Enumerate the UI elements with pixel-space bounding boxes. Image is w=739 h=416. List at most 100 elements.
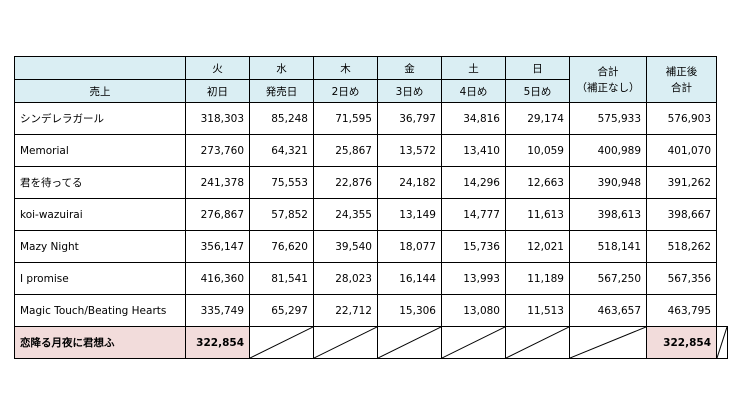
sales-value: 28,023 [313,262,378,295]
total-value: 390,948 [569,166,647,199]
song-title: 君を待ってる [14,166,186,199]
table-row: シンデレラガール 318,303 85,248 71,595 36,797 34… [14,102,728,135]
sales-value: 24,355 [313,198,378,231]
adjusted-header-top: 補正後 [665,65,698,78]
sales-value: 34,816 [441,102,506,135]
sales-label: 売上 [14,79,186,103]
day-header: 初日 [185,79,250,103]
sales-value: 39,540 [313,230,378,263]
song-title: 恋降る月夜に君想ふ [14,326,186,359]
sales-value: 15,736 [441,230,506,263]
sales-value: 13,149 [377,198,442,231]
sales-value: 57,852 [249,198,314,231]
song-title: Memorial [14,134,186,167]
weekday-header: 水 [249,56,314,80]
sales-value: 11,613 [505,198,570,231]
sales-value: 276,867 [185,198,250,231]
sales-value: 81,541 [249,262,314,295]
sales-value: 75,553 [249,166,314,199]
day-header-row: 売上 初日 発売日 2日め 3日め 4日め 5日め [14,79,728,103]
sales-value: 356,147 [185,230,250,263]
sales-value: 322,854 [185,326,250,359]
empty-slashed-cell [377,326,442,359]
day-header: 5日め [505,79,570,103]
weekday-header: 火 [185,56,250,80]
sales-value: 10,059 [505,134,570,167]
header-blank-cell [14,56,186,80]
empty-slashed-cell [716,326,728,359]
sales-value: 29,174 [505,102,570,135]
adjusted-header-bottom: 合計 [671,81,692,94]
adjusted-total-value: 463,795 [646,294,717,327]
adjusted-total-value: 576,903 [646,102,717,135]
day-header: 発売日 [249,79,314,103]
table-row: koi-wazuirai 276,867 57,852 24,355 13,14… [14,198,728,231]
sales-value: 64,321 [249,134,314,167]
song-title: I promise [14,262,186,295]
sales-value: 15,306 [377,294,442,327]
total-value: 400,989 [569,134,647,167]
total-value: 463,657 [569,294,647,327]
sales-value: 22,712 [313,294,378,327]
weekday-header: 木 [313,56,378,80]
sales-value: 65,297 [249,294,314,327]
weekday-header-row: 火 水 木 金 土 日 合計 （補正なし） 補正後 合計 [14,56,728,103]
sales-value: 25,867 [313,134,378,167]
weekday-header: 金 [377,56,442,80]
total-header-top: 合計 [597,65,619,78]
sales-value: 13,993 [441,262,506,295]
sales-value: 85,248 [249,102,314,135]
sales-value: 14,777 [441,198,506,231]
sales-value: 12,663 [505,166,570,199]
total-value: 322,854 [646,326,717,359]
sales-value: 76,620 [249,230,314,263]
empty-slashed-cell [569,326,647,359]
table-row: Memorial 273,760 64,321 25,867 13,572 13… [14,134,728,167]
adjusted-total-value: 391,262 [646,166,717,199]
sales-table: 火 水 木 金 土 日 合計 （補正なし） 補正後 合計 売上 初日 発売日 2日め… [14,56,728,359]
sales-value: 24,182 [377,166,442,199]
song-title: シンデレラガール [14,102,186,135]
sales-value: 318,303 [185,102,250,135]
sales-value: 71,595 [313,102,378,135]
total-header-bottom: （補正なし） [576,81,640,94]
sales-value: 13,410 [441,134,506,167]
day-header: 4日め [441,79,506,103]
highlight-row: 恋降る月夜に君想ふ 322,854 322,854 [14,326,728,359]
empty-slashed-cell [505,326,570,359]
empty-slashed-cell [249,326,314,359]
sales-value: 14,296 [441,166,506,199]
adjusted-total-value: 518,262 [646,230,717,263]
table-row: Mazy Night 356,147 76,620 39,540 18,077 … [14,230,728,263]
sales-value: 12,021 [505,230,570,263]
day-header: 2日め [313,79,378,103]
song-title: koi-wazuirai [14,198,186,231]
total-value: 567,250 [569,262,647,295]
sales-value: 36,797 [377,102,442,135]
sales-value: 18,077 [377,230,442,263]
sales-value: 13,080 [441,294,506,327]
sales-value: 13,572 [377,134,442,167]
adjusted-total-value: 567,356 [646,262,717,295]
sales-value: 11,189 [505,262,570,295]
weekday-header: 日 [505,56,570,80]
day-header: 3日め [377,79,442,103]
sales-value: 16,144 [377,262,442,295]
adjusted-total-header: 補正後 合計 [646,56,717,103]
sales-value: 335,749 [185,294,250,327]
adjusted-total-value: 401,070 [646,134,717,167]
table-row: I promise 416,360 81,541 28,023 16,144 1… [14,262,728,295]
adjusted-total-value: 398,667 [646,198,717,231]
empty-slashed-cell [441,326,506,359]
sales-value: 241,378 [185,166,250,199]
total-value: 518,141 [569,230,647,263]
weekday-header: 土 [441,56,506,80]
empty-slashed-cell [313,326,378,359]
sales-value: 416,360 [185,262,250,295]
song-title: Magic Touch/Beating Hearts [14,294,186,327]
total-value: 575,933 [569,102,647,135]
table-row: Magic Touch/Beating Hearts 335,749 65,29… [14,294,728,327]
sales-value: 11,513 [505,294,570,327]
song-title: Mazy Night [14,230,186,263]
sales-value: 22,876 [313,166,378,199]
